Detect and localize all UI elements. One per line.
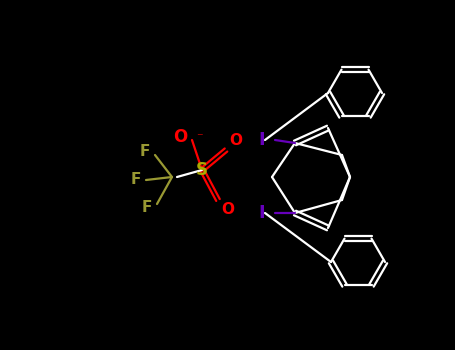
Text: F: F	[142, 199, 152, 215]
Text: F: F	[140, 145, 150, 160]
Text: I: I	[258, 204, 265, 222]
Text: O: O	[229, 133, 242, 148]
Text: S: S	[196, 161, 208, 179]
Text: ⁻: ⁻	[196, 131, 202, 144]
Text: F: F	[131, 173, 141, 188]
Text: O: O	[221, 202, 234, 217]
Text: I: I	[258, 131, 265, 149]
Text: O: O	[173, 128, 187, 146]
